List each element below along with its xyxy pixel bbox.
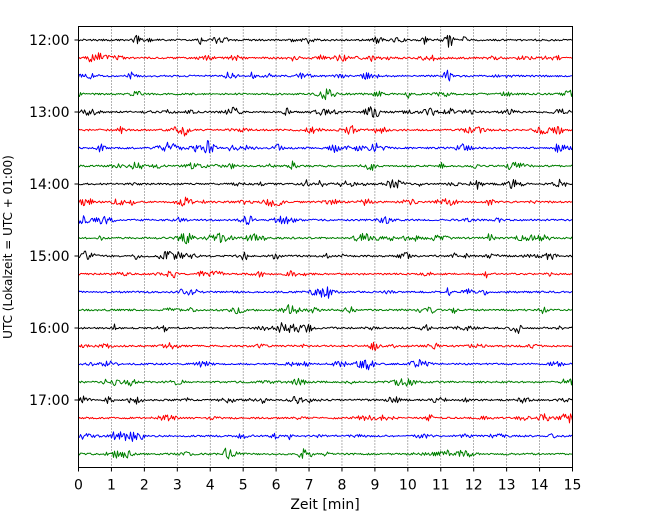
x-tick-label: 8 [338,478,347,494]
x-tick-label: 5 [239,478,248,494]
x-tick-label: 15 [564,478,582,494]
trace-1700 [78,395,573,405]
x-tick-label: 7 [305,478,314,494]
trace-1345 [78,160,573,171]
x-tick-label: 2 [140,478,149,494]
trace-1215 [78,52,573,63]
trace-1615 [78,341,573,351]
y-tick-label: 13:00 [29,105,69,121]
y-tick-label: 15:00 [29,249,69,265]
y-axis-ticks: 12:00 13:00 14:00 15:00 16:00 17:00 [29,33,79,409]
trace-1315 [78,125,573,137]
trace-1530 [78,286,573,299]
y-tick-label: 14:00 [29,177,69,193]
trace-1745 [78,447,573,460]
minute-grid [111,26,540,468]
x-tick-label: 11 [432,478,450,494]
trace-1200 [78,34,573,48]
trace-1330 [78,140,573,154]
x-tick-label: 13 [498,478,516,494]
trace-1245 [78,88,573,101]
x-axis-ticks: 0 1 2 3 4 5 6 7 8 9 10 11 12 13 14 15 [74,467,582,494]
x-tick-label: 0 [74,478,83,494]
trace-1600 [78,322,573,334]
x-tick-label: 3 [173,478,182,494]
x-tick-label: 10 [399,478,417,494]
x-tick-label: 9 [370,478,379,494]
trace-1230 [78,69,573,82]
y-tick-label: 16:00 [29,321,69,337]
y-axis-label: UTC (Lokalzeit = UTC + 01:00) [1,155,15,339]
trace-1430 [78,215,573,225]
x-tick-label: 12 [465,478,483,494]
trace-1730 [78,431,573,442]
trace-1515 [78,270,573,279]
x-axis-label: Zeit [min] [290,497,359,513]
trace-1545 [78,304,573,315]
trace-1300 [78,106,573,118]
x-tick-label: 4 [206,478,215,494]
trace-1500 [78,250,573,261]
trace-1445 [78,232,573,245]
seismic-traces [78,34,573,460]
y-tick-label: 17:00 [29,393,69,409]
y-tick-label: 12:00 [29,33,69,49]
trace-1630 [78,359,573,371]
x-tick-label: 14 [531,478,549,494]
x-tick-label: 1 [107,478,116,494]
plot-frame [78,26,573,468]
x-tick-label: 6 [272,478,281,494]
trace-1645 [78,377,573,387]
trace-1415 [78,196,573,207]
trace-1715 [78,413,573,424]
trace-1400 [78,178,573,190]
